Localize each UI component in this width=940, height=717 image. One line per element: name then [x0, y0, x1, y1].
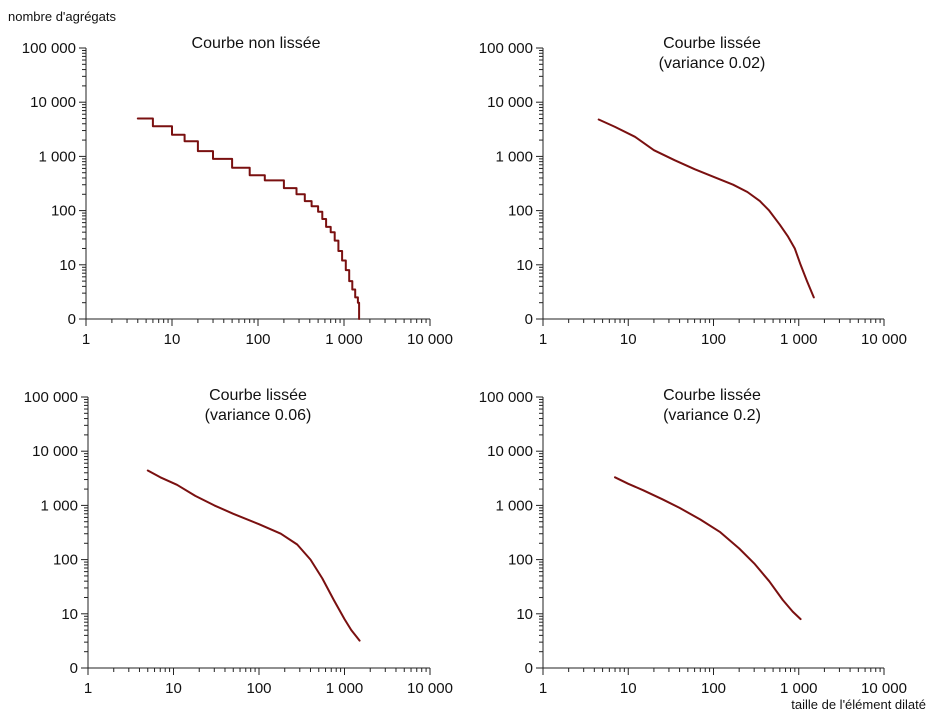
- chart-title: Courbe lissée: [663, 387, 761, 404]
- x-tick-label: 100: [701, 680, 726, 697]
- y-tick-label: 100: [53, 552, 78, 569]
- chart-title: (variance 0.06): [205, 407, 312, 424]
- chart-title: (variance 0.02): [659, 55, 766, 72]
- chart-panel-4: 0 10 100 1 000 10 000 100 000 1 10 100 1 000 10 00…: [479, 387, 907, 697]
- x-tick-label: 1: [539, 680, 547, 697]
- x-tick-label: 1 000: [780, 331, 818, 348]
- x-tick-label: 1: [84, 680, 92, 697]
- series-line: [136, 117, 361, 320]
- x-tick-label: 10 000: [861, 680, 907, 697]
- y-tick-label: 100 000: [479, 389, 533, 406]
- y-tick-label: 10: [61, 606, 78, 623]
- y-tick-label: 100: [51, 203, 76, 220]
- x-tick-label: 10: [164, 331, 181, 348]
- y-tick-label: 10 000: [487, 94, 533, 111]
- series-line: [597, 118, 815, 299]
- figure-xlabel: taille de l'élément dilaté: [791, 697, 926, 712]
- y-tick-label: 100 000: [22, 40, 76, 57]
- chart-panel-1: 0 10 100 1 000 10 000 100 000 1 10 100 1 000 10 00…: [22, 35, 453, 348]
- y-tick-label: 0: [525, 311, 533, 328]
- y-tick-label: 10 000: [32, 443, 78, 460]
- y-tick-label: 10 000: [487, 443, 533, 460]
- y-tick-label: 1 000: [40, 497, 78, 514]
- y-tick-label: 10: [59, 257, 76, 274]
- y-tick-label: 100 000: [24, 389, 78, 406]
- x-tick-label: 10: [620, 680, 637, 697]
- figure-ylabel: nombre d'agrégats: [8, 9, 116, 24]
- x-tick-label: 1 000: [780, 680, 818, 697]
- x-tick-label: 100: [701, 331, 726, 348]
- x-tick-label: 10 000: [407, 331, 453, 348]
- y-tick-label: 10 000: [30, 94, 76, 111]
- y-tick-label: 100: [508, 203, 533, 220]
- chart-panel-2: 0 10 100 1 000 10 000 100 000 1 10 100 1 000 10 00…: [479, 35, 907, 348]
- x-tick-label: 1: [539, 331, 547, 348]
- y-tick-label: 100: [508, 552, 533, 569]
- chart-title: Courbe non lissée: [192, 35, 321, 52]
- y-tick-label: 0: [70, 660, 78, 677]
- y-tick-label: 0: [525, 660, 533, 677]
- y-tick-label: 100 000: [479, 40, 533, 57]
- x-tick-label: 10 000: [407, 680, 453, 697]
- y-tick-label: 10: [516, 606, 533, 623]
- series-line: [614, 476, 802, 621]
- x-tick-label: 1: [82, 331, 90, 348]
- chart-panel-3: 0 10 100 1 000 10 000 100 000 1 10 100 1 000 10 00…: [24, 387, 453, 697]
- series-line: [146, 469, 361, 642]
- chart-title: (variance 0.2): [663, 407, 761, 424]
- y-tick-label: 1 000: [495, 148, 533, 165]
- x-tick-label: 10 000: [861, 331, 907, 348]
- x-tick-label: 10: [165, 680, 182, 697]
- x-tick-label: 10: [620, 331, 637, 348]
- y-tick-label: 0: [68, 311, 76, 328]
- x-tick-label: 1 000: [325, 331, 363, 348]
- y-tick-label: 1 000: [495, 497, 533, 514]
- x-tick-label: 1 000: [326, 680, 364, 697]
- chart-title: Courbe lissée: [209, 387, 307, 404]
- chart-title: Courbe lissée: [663, 35, 761, 52]
- x-tick-label: 100: [245, 331, 270, 348]
- x-tick-label: 100: [246, 680, 271, 697]
- y-tick-label: 1 000: [38, 148, 76, 165]
- y-tick-label: 10: [516, 257, 533, 274]
